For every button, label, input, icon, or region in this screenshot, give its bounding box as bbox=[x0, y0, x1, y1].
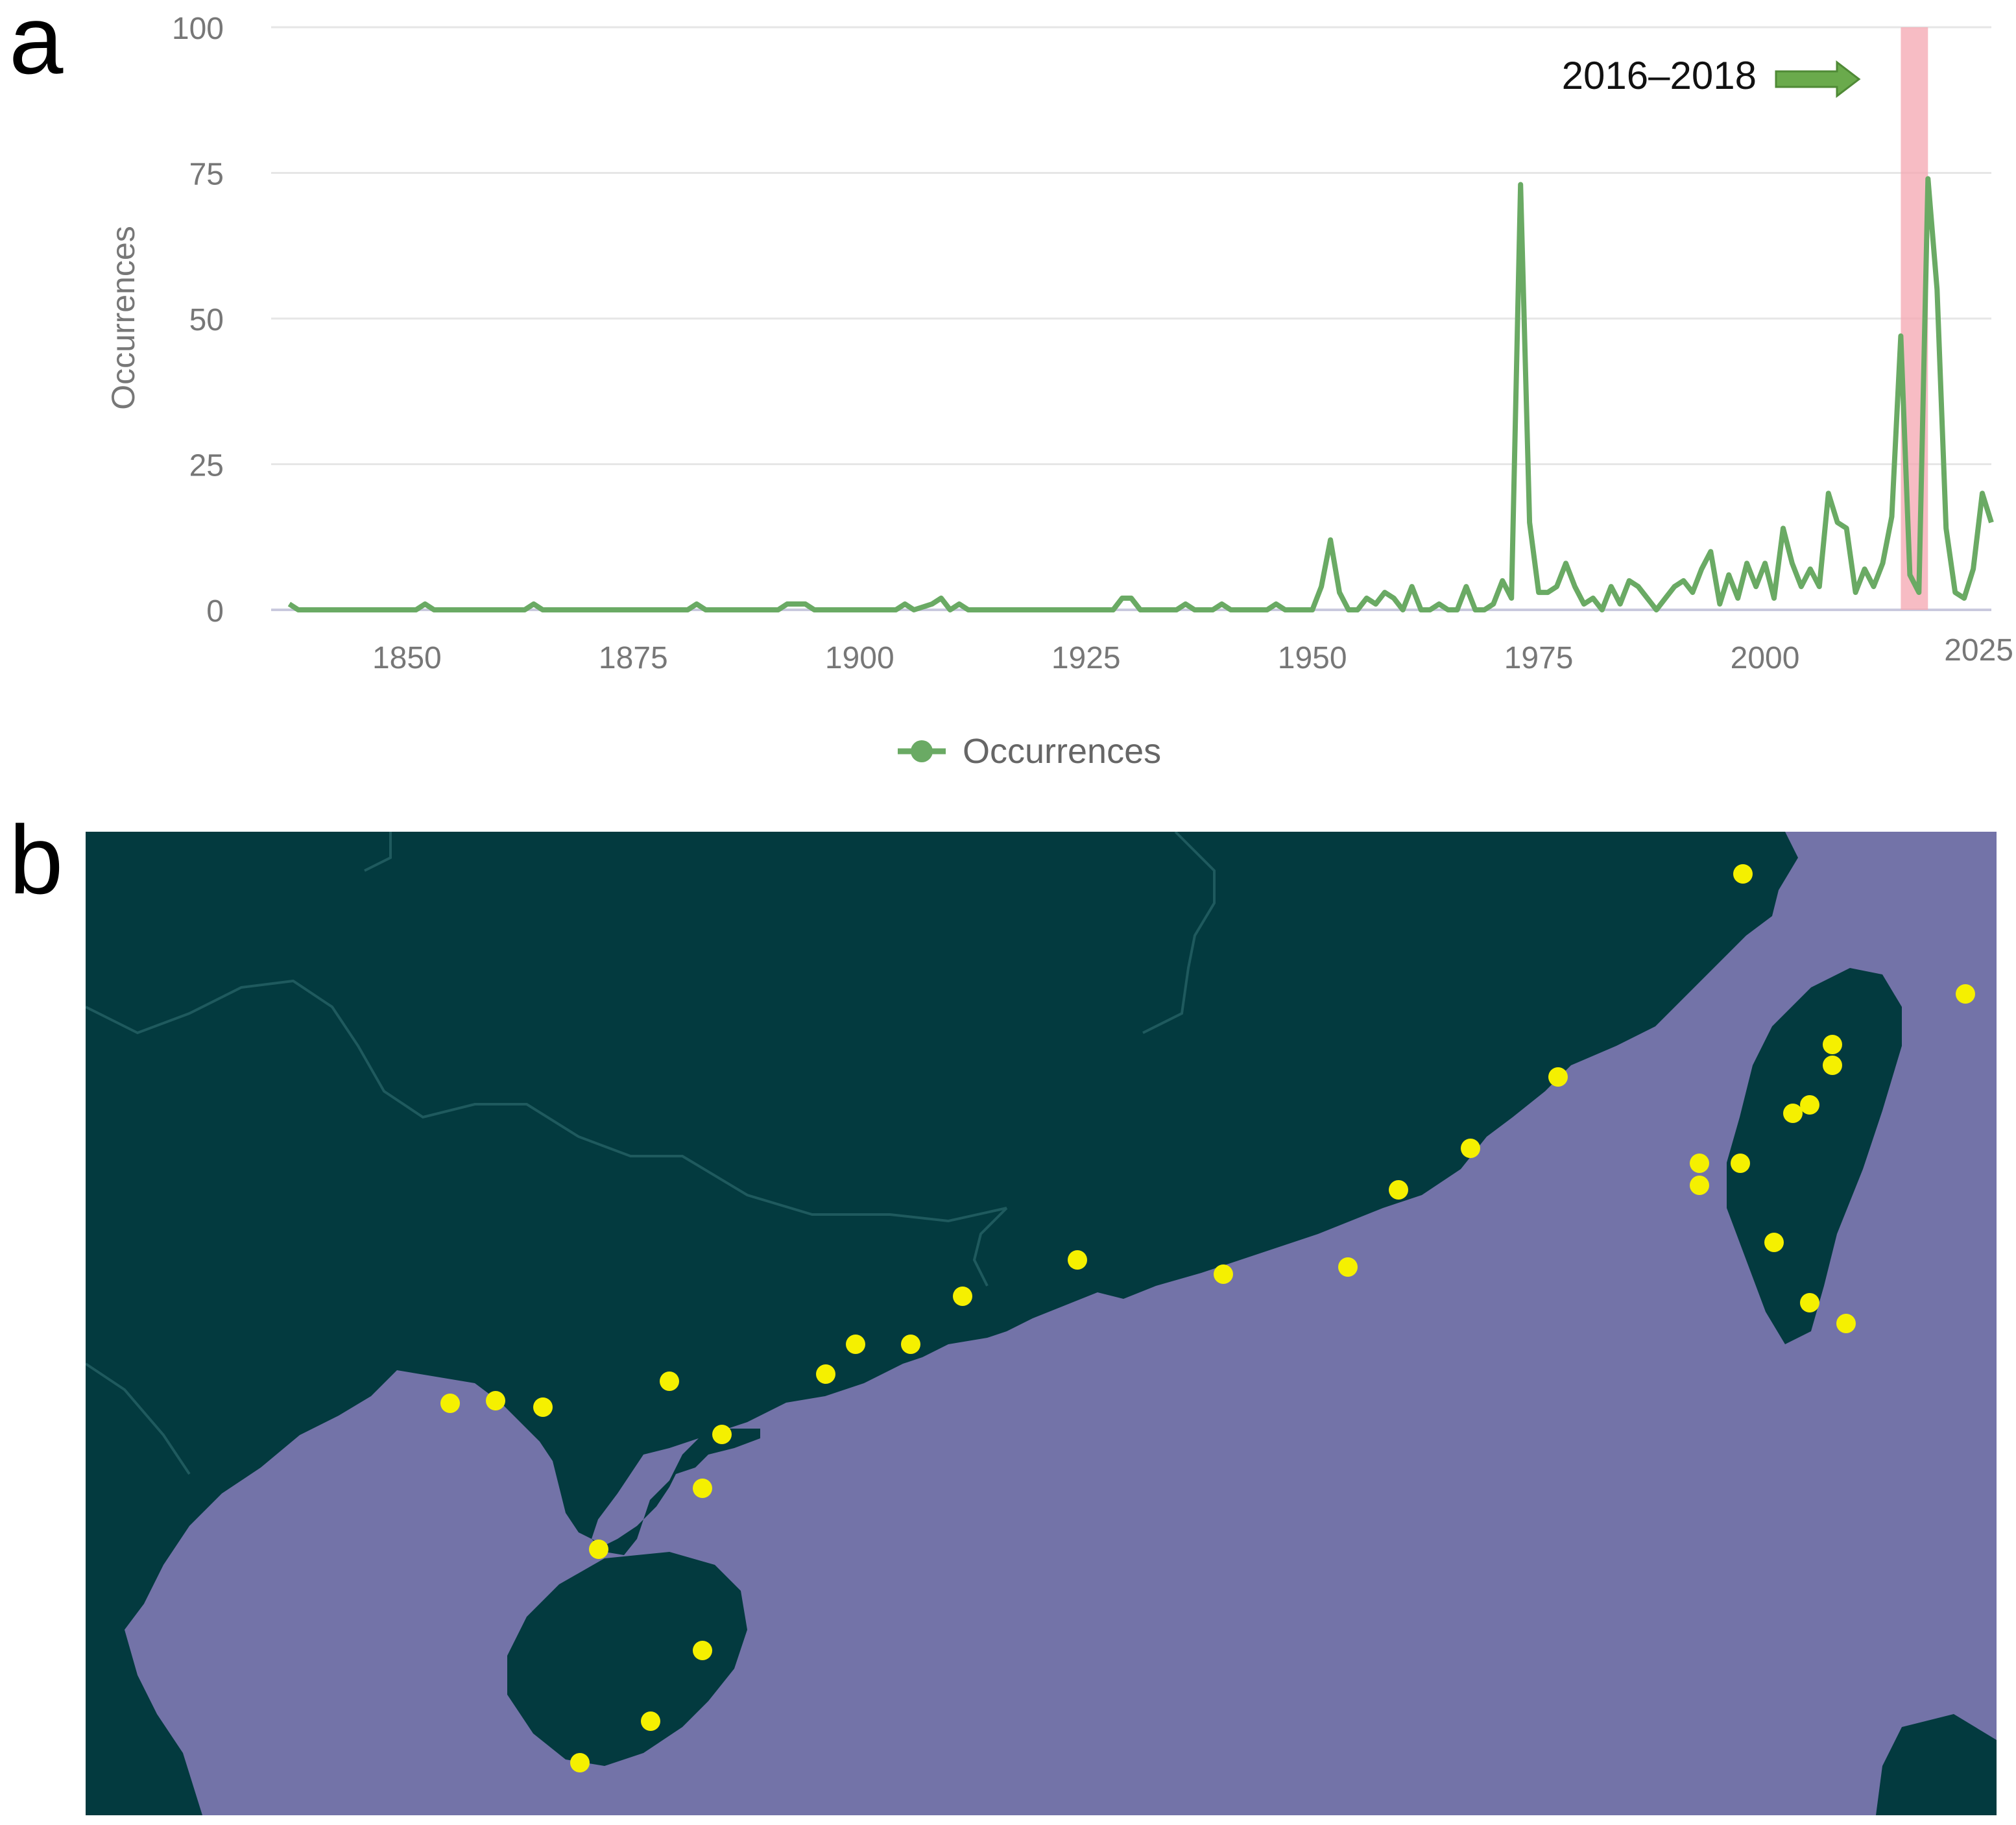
legend-marker bbox=[911, 740, 933, 762]
hainan-island bbox=[507, 1552, 747, 1766]
occurrence-marker bbox=[1389, 1180, 1408, 1200]
x-tick-labels: 1850 1875 1900 1925 1950 1975 2000 2025 bbox=[372, 633, 2013, 675]
x-tick-label: 2025 bbox=[1944, 633, 2013, 668]
x-tick-label: 1950 bbox=[1278, 641, 1347, 675]
x-tick-label: 1975 bbox=[1504, 641, 1574, 675]
series-line-group bbox=[287, 176, 1994, 612]
y-tick-label: 0 bbox=[206, 594, 224, 629]
occurrence-marker bbox=[1836, 1314, 1856, 1333]
legend-label: Occurrences bbox=[963, 732, 1161, 771]
occurrence-marker bbox=[1548, 1067, 1568, 1087]
occurrence-marker bbox=[953, 1287, 972, 1306]
x-tick-label: 1900 bbox=[825, 641, 894, 675]
y-tick-label: 25 bbox=[189, 449, 224, 483]
x-tick-label: 1925 bbox=[1051, 641, 1121, 675]
x-tick-label: 1875 bbox=[599, 641, 668, 675]
occurrence-marker bbox=[1764, 1233, 1784, 1252]
occurrence-marker bbox=[693, 1641, 712, 1660]
occurrence-marker bbox=[1461, 1139, 1480, 1158]
occurrence-marker bbox=[660, 1372, 679, 1391]
occurrence-markers bbox=[440, 864, 1975, 1772]
occurrence-marker bbox=[486, 1391, 505, 1410]
occurrence-marker bbox=[1800, 1095, 1819, 1115]
x-tick-label: 2000 bbox=[1731, 641, 1800, 675]
occurrence-marker bbox=[1956, 984, 1975, 1004]
occurrence-marker bbox=[712, 1425, 732, 1444]
occurrences-chart: 0 25 50 75 100 1850 1875 1900 1925 1950 1975 2000 2… bbox=[105, 12, 2013, 771]
occurrence-marker bbox=[1214, 1264, 1233, 1284]
luzon-landmass bbox=[1876, 1714, 1997, 1815]
y-tick-label: 75 bbox=[189, 158, 224, 192]
panel-label-b: b bbox=[9, 805, 64, 914]
distribution-map bbox=[86, 832, 1997, 1815]
occurrence-marker bbox=[1733, 864, 1753, 884]
occurrence-marker bbox=[589, 1540, 608, 1559]
annotation-label: 2016–2018 bbox=[1562, 54, 1757, 97]
y-tick-labels: 0 25 50 75 100 bbox=[172, 12, 224, 629]
occurrence-marker bbox=[1690, 1154, 1709, 1173]
occurrence-marker bbox=[1783, 1104, 1803, 1123]
occurrence-marker bbox=[440, 1394, 460, 1413]
occurrence-marker bbox=[1690, 1176, 1709, 1195]
borders bbox=[86, 832, 1216, 1475]
occurrence-marker bbox=[901, 1335, 920, 1354]
panel-label-a: a bbox=[9, 0, 64, 94]
y-tick-label: 100 bbox=[172, 12, 224, 46]
occurrence-marker bbox=[1823, 1056, 1842, 1075]
annotation-group: 2016–2018 bbox=[1562, 54, 1861, 99]
x-tick-label: 1850 bbox=[372, 641, 442, 675]
occurrence-marker bbox=[816, 1364, 835, 1384]
occurrence-marker bbox=[533, 1397, 553, 1417]
mainland-landmass bbox=[86, 832, 1798, 1815]
occurrence-marker bbox=[1823, 1035, 1842, 1054]
occurrence-marker bbox=[1338, 1257, 1358, 1277]
gridlines bbox=[271, 26, 1991, 611]
y-tick-label: 50 bbox=[189, 303, 224, 337]
annotation-arrow bbox=[1775, 60, 1861, 99]
occurrence-marker bbox=[693, 1479, 712, 1498]
occurrence-marker bbox=[846, 1335, 865, 1354]
series-line-occurrences bbox=[287, 176, 1994, 612]
occurrence-marker bbox=[1731, 1154, 1750, 1173]
occurrence-marker bbox=[641, 1711, 660, 1731]
legend: Occurrences bbox=[898, 732, 1161, 771]
map-canvas bbox=[86, 832, 1997, 1815]
y-axis-label: Occurrences bbox=[105, 226, 141, 409]
occurrence-marker bbox=[1068, 1250, 1087, 1270]
occurrence-marker bbox=[1800, 1293, 1819, 1312]
occurrence-marker bbox=[570, 1753, 590, 1772]
